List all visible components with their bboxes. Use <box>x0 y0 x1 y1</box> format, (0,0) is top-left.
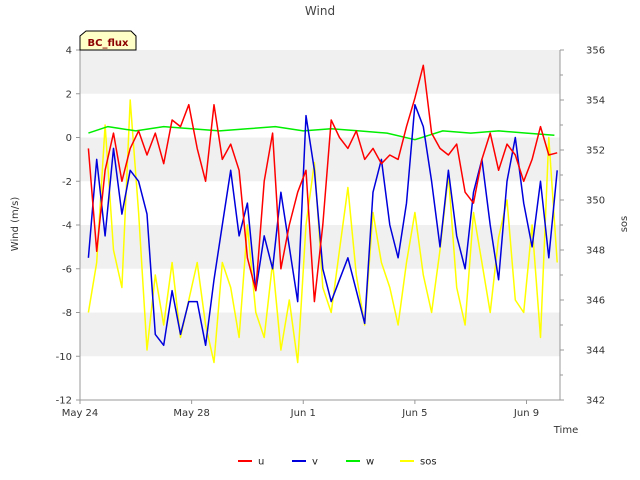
series-lines <box>87 64 558 364</box>
y2-tick-label: 346 <box>586 296 605 307</box>
y2-tick-label: 344 <box>586 346 605 357</box>
x-axis-title: Time <box>553 425 578 436</box>
y-tick-label: 2 <box>66 89 72 100</box>
y-tick-label: -6 <box>62 264 72 275</box>
y2-axis-title: sos <box>619 216 630 233</box>
series-sos <box>87 99 558 364</box>
series-w <box>88 125 555 141</box>
y-tick-label: -10 <box>56 352 72 363</box>
y-tick-label: 4 <box>66 46 72 57</box>
y2-tick-label: 356 <box>586 46 605 57</box>
series-u <box>87 64 558 303</box>
band-0 <box>80 50 560 94</box>
y-tick-label: -12 <box>56 396 72 407</box>
band-1 <box>80 137 560 182</box>
legend-label-u: u <box>258 457 264 468</box>
chart-title: Wind <box>305 4 335 18</box>
badge-label: BC_flux <box>88 38 129 49</box>
y2-tick-label: 350 <box>586 196 605 207</box>
y2-tick-label: 352 <box>586 146 605 157</box>
y-axis-title: Wind (m/s) <box>10 197 21 252</box>
x-tick-label: May 24 <box>62 408 99 419</box>
badge-shape <box>79 30 137 51</box>
y-tick-label: -4 <box>62 221 72 232</box>
y2-tick-label: 348 <box>586 246 605 257</box>
y-tick-label: -2 <box>62 177 72 188</box>
y-tick-label: -8 <box>62 308 72 319</box>
band-3 <box>80 312 560 357</box>
x-tick-label: Jun 9 <box>513 408 539 419</box>
tick-labels: 4 2 0 -2 -4 -6 -8 -10 -12 356 354 352 350 348 346 344 34… <box>56 46 605 420</box>
x-tick-label: Jun 1 <box>290 408 316 419</box>
y2-tick-label: 342 <box>586 396 605 407</box>
legend-label-v: v <box>312 457 318 468</box>
x-tick-label: Jun 5 <box>401 408 427 419</box>
legend-label-w: w <box>366 457 374 468</box>
y2-tick-label: 354 <box>586 96 605 107</box>
legend-label-sos: sos <box>420 457 437 468</box>
legend: u v w sos <box>238 457 437 468</box>
axes <box>76 49 564 404</box>
x-tick-label: May 28 <box>173 408 210 419</box>
y-tick-label: 0 <box>66 133 72 144</box>
badge: BC_flux <box>79 30 137 51</box>
